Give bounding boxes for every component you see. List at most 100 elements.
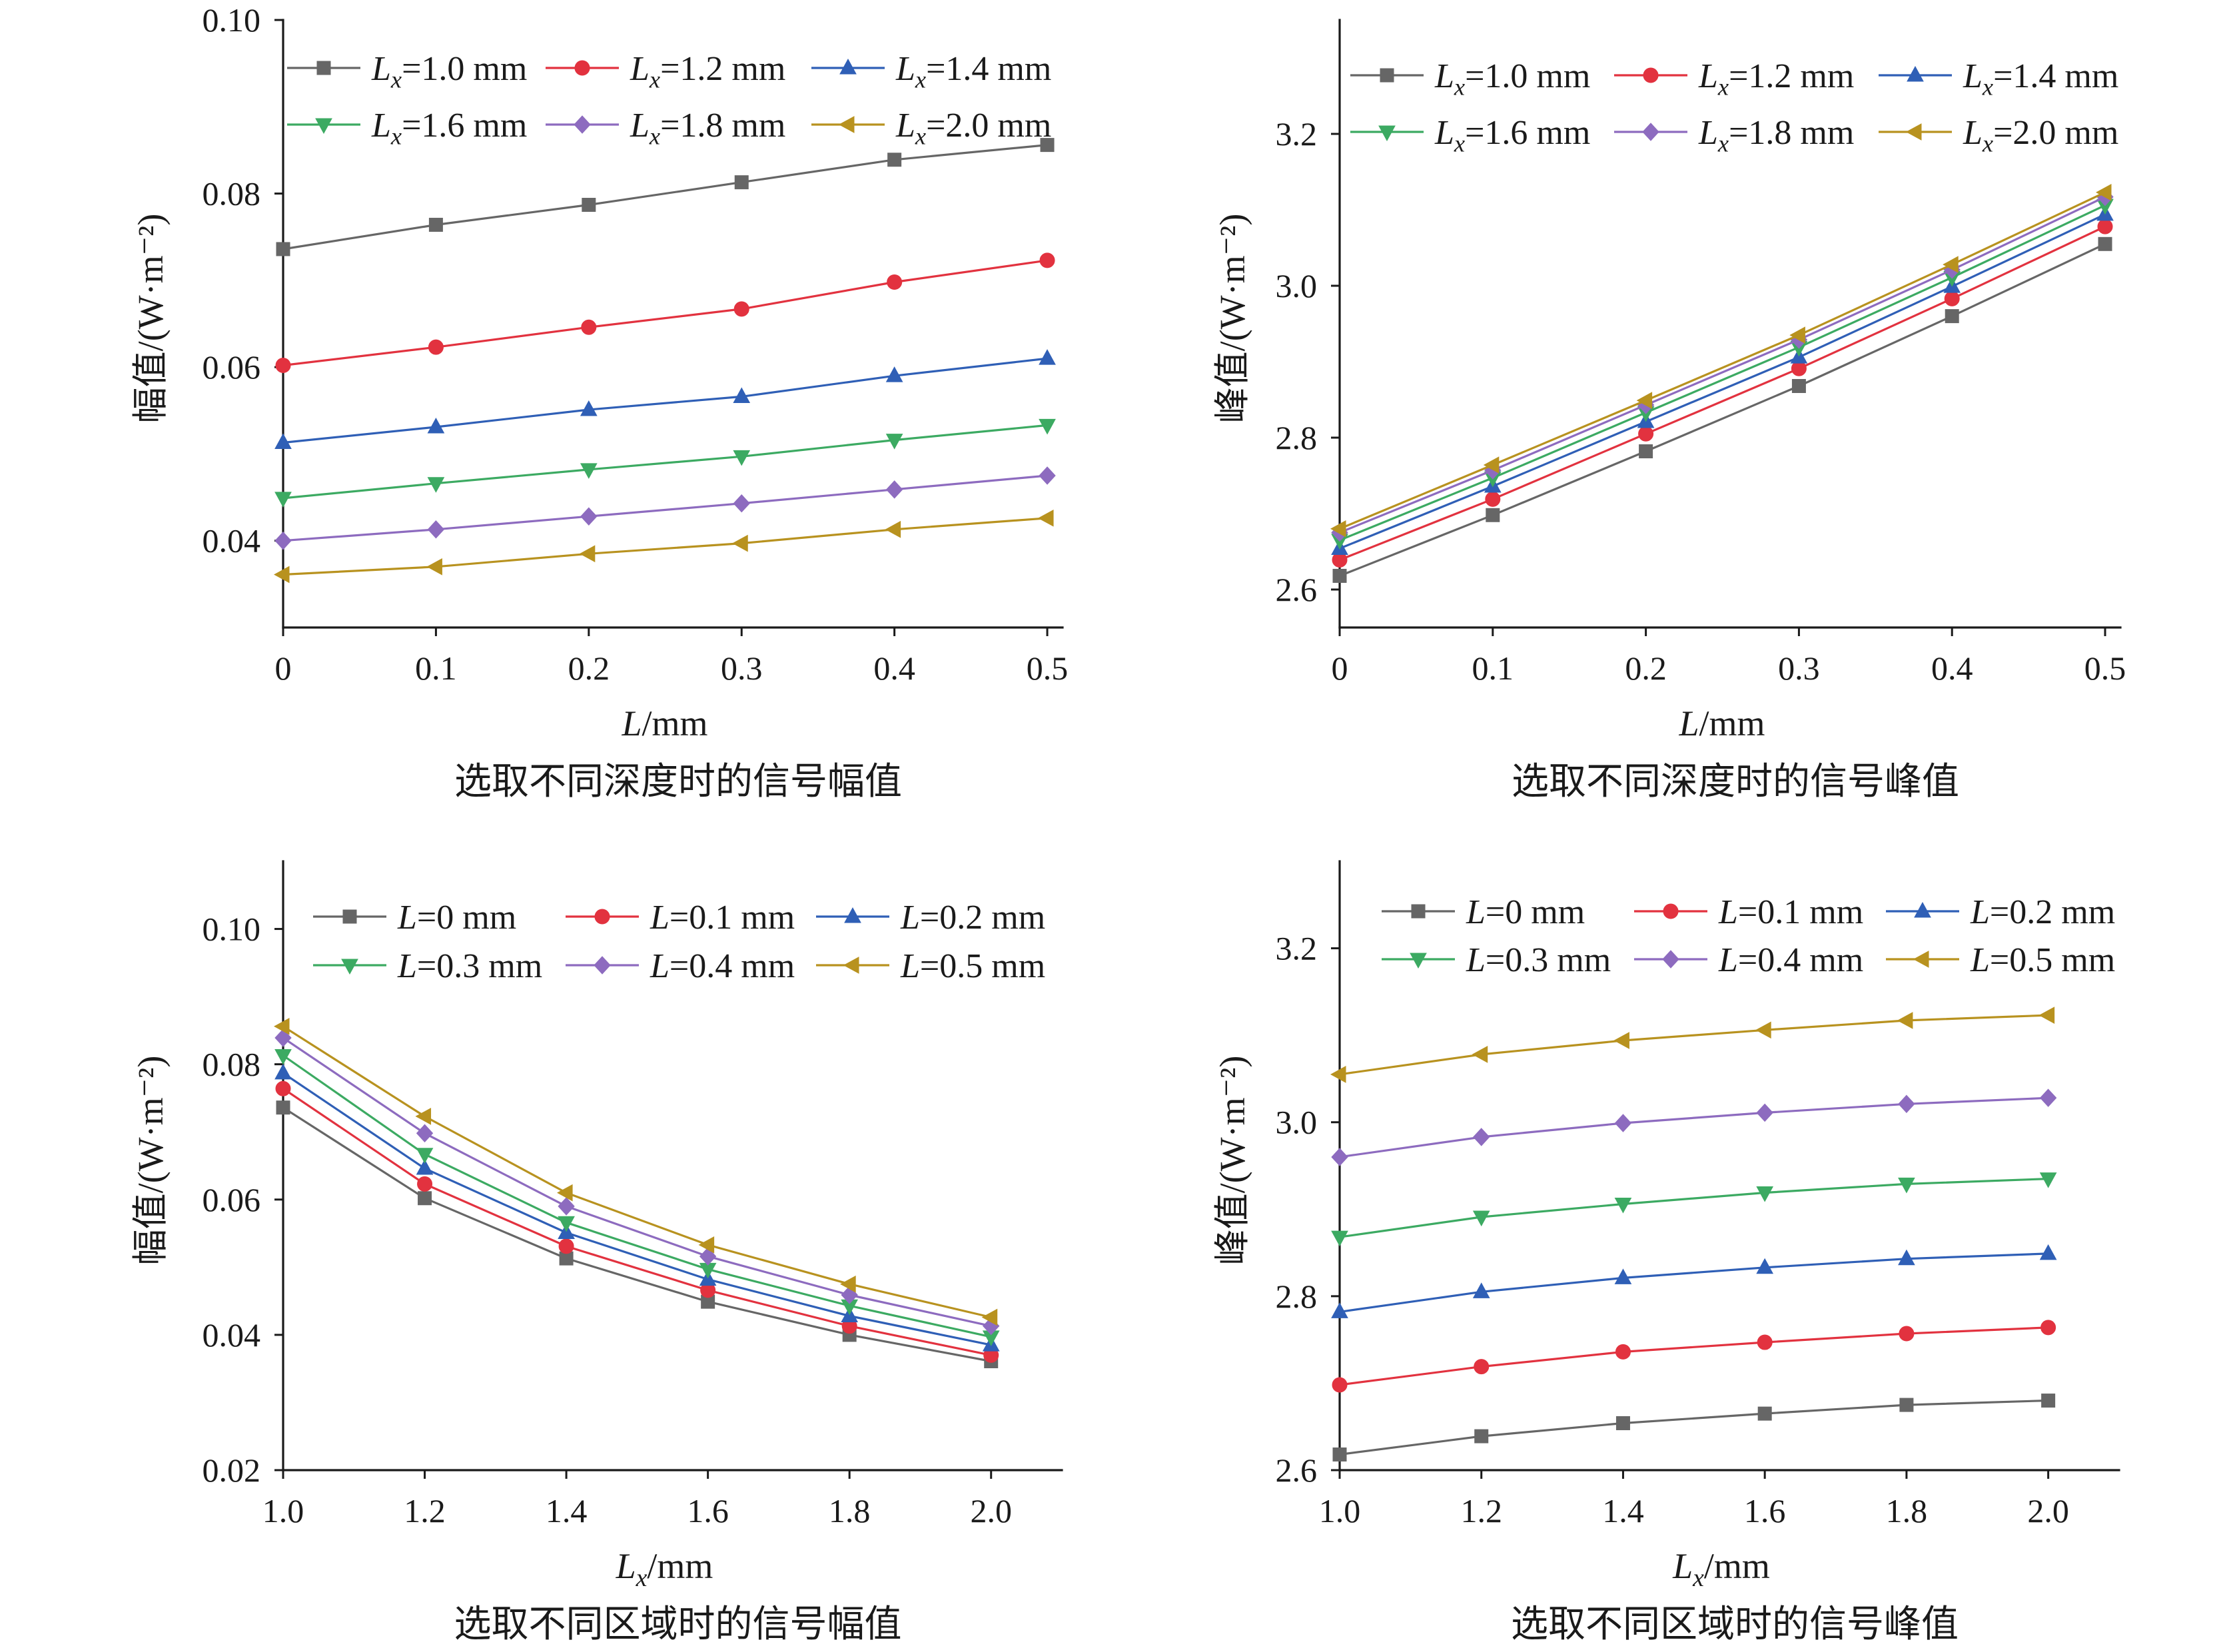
legend-marker <box>1905 123 1922 141</box>
data-point <box>1332 1377 1348 1393</box>
data-point <box>416 1148 434 1164</box>
data-point <box>1614 1114 1632 1132</box>
legend-marker <box>1378 125 1396 142</box>
data-point <box>579 545 596 563</box>
data-point <box>1756 1103 1773 1122</box>
x-tick-label: 0.5 <box>1027 649 1069 687</box>
data-point <box>1332 568 1347 583</box>
data-point <box>1757 1406 1772 1421</box>
x-tick-label: 0.5 <box>2084 649 2126 687</box>
legend-marker <box>574 115 591 134</box>
series-line <box>282 1054 992 1338</box>
legend-marker <box>838 116 855 133</box>
series-6 <box>1330 1007 2055 1083</box>
series-line <box>1339 1399 2048 1456</box>
legend-marker <box>316 61 331 75</box>
x-tick-label: 0.3 <box>721 649 763 687</box>
series-line <box>1339 1096 2048 1158</box>
data-point <box>1331 1302 1348 1318</box>
data-point <box>276 1100 290 1115</box>
legend-item: L=0.3 mm <box>313 947 542 985</box>
data-point <box>885 480 903 499</box>
series-4 <box>274 418 1056 508</box>
legend-label: L=0 mm <box>397 899 516 937</box>
series-1 <box>1332 1394 2056 1461</box>
x-tick-label: 0 <box>275 649 292 687</box>
y-axis-title: 幅值/(W·m⁻²) <box>131 1056 171 1266</box>
data-point <box>274 433 292 449</box>
legend-marker <box>315 118 332 135</box>
data-point <box>273 1017 290 1035</box>
x-axis-title: Lx/mm <box>1672 1546 1770 1592</box>
legend-item: L=0.3 mm <box>1382 941 1611 979</box>
legend-label: L=0.4 mm <box>650 947 795 985</box>
legend-label: Lx=1.0 mm <box>1434 57 1590 100</box>
legend-marker <box>844 907 861 923</box>
legend-item: Lx=1.4 mm <box>1879 57 2118 100</box>
data-point <box>1898 1177 1915 1194</box>
x-tick-label: 1.4 <box>1602 1492 1644 1529</box>
y-tick-label: 0.04 <box>203 1316 261 1354</box>
data-point <box>275 1080 291 1096</box>
legend-marker <box>594 909 610 925</box>
data-point <box>1331 1148 1348 1166</box>
legend-marker <box>341 959 358 975</box>
legend-label: L=0.5 mm <box>900 947 1045 985</box>
data-point <box>1483 456 1500 474</box>
data-point <box>1473 1128 1490 1146</box>
data-point <box>1636 392 1653 409</box>
y-tick-label: 0.02 <box>203 1451 261 1489</box>
legend-marker <box>1643 67 1659 83</box>
x-tick-label: 0 <box>1332 649 1348 687</box>
series-line <box>282 357 1048 444</box>
series-4 <box>274 1048 1000 1346</box>
chart-caption: 选取不同区域时的信号峰值 <box>1511 1604 1959 1645</box>
data-point <box>416 1124 434 1142</box>
data-point <box>1639 444 1653 459</box>
legend-item: L=0.5 mm <box>1886 941 2115 979</box>
series-line <box>282 1087 992 1356</box>
series-line <box>1339 204 2106 542</box>
legend-label: Lx=1.0 mm <box>371 50 527 93</box>
data-point <box>415 1108 432 1125</box>
legend-item: Lx=1.8 mm <box>546 107 785 149</box>
series-line <box>1339 242 2106 577</box>
legend: L=0 mm L=0.1 mm L=0.2 mm L=0.3 mm L=0.4 mm L=… <box>1382 893 2115 979</box>
legend-label: Lx=1.6 mm <box>371 107 527 149</box>
legend-item: L=0.1 mm <box>1634 893 1863 931</box>
x-tick-label: 1.6 <box>1744 1492 1786 1529</box>
legend-label: Lx=2.0 mm <box>1963 114 2118 157</box>
legend-item: Lx=2.0 mm <box>1879 114 2118 157</box>
x-tick-label: 0.1 <box>415 649 457 687</box>
series-line <box>1339 1252 2048 1313</box>
legend-item: Lx=2.0 mm <box>811 107 1051 149</box>
data-point <box>2097 218 2113 234</box>
x-tick-label: 1.8 <box>829 1492 871 1529</box>
data-point <box>733 301 749 317</box>
data-point <box>580 400 598 416</box>
data-point <box>418 1191 432 1206</box>
x-tick-label: 2.0 <box>970 1492 1012 1529</box>
data-point <box>581 319 597 335</box>
legend-item: Lx=1.6 mm <box>287 107 527 149</box>
legend-marker <box>1663 903 1679 919</box>
data-point <box>1755 1021 1771 1039</box>
legend-marker <box>1662 950 1679 969</box>
chart-panel-2: 0 0.1 0.2 0.3 0.4 0.5 2.6 2.8 3.0 3.2 L/mm 峰值/(W·m⁻… <box>1212 19 2126 803</box>
series-1 <box>1332 236 2112 583</box>
data-point <box>416 1159 434 1175</box>
data-point <box>1944 290 1960 306</box>
series-line <box>282 424 1048 500</box>
legend-marker <box>574 60 590 76</box>
y-tick-label: 2.6 <box>1276 1451 1318 1489</box>
legend-label: Lx=1.4 mm <box>895 50 1051 93</box>
legend-item: L=0.5 mm <box>816 947 1045 985</box>
y-axis-title: 峰值/(W·m⁻²) <box>1212 214 1252 424</box>
data-point <box>1615 1344 1631 1360</box>
legend-label: L=0.2 mm <box>900 899 1045 937</box>
data-point <box>273 566 290 584</box>
legend-label: Lx=1.6 mm <box>1434 114 1590 157</box>
data-point <box>276 242 290 256</box>
data-point <box>1615 1416 1630 1430</box>
